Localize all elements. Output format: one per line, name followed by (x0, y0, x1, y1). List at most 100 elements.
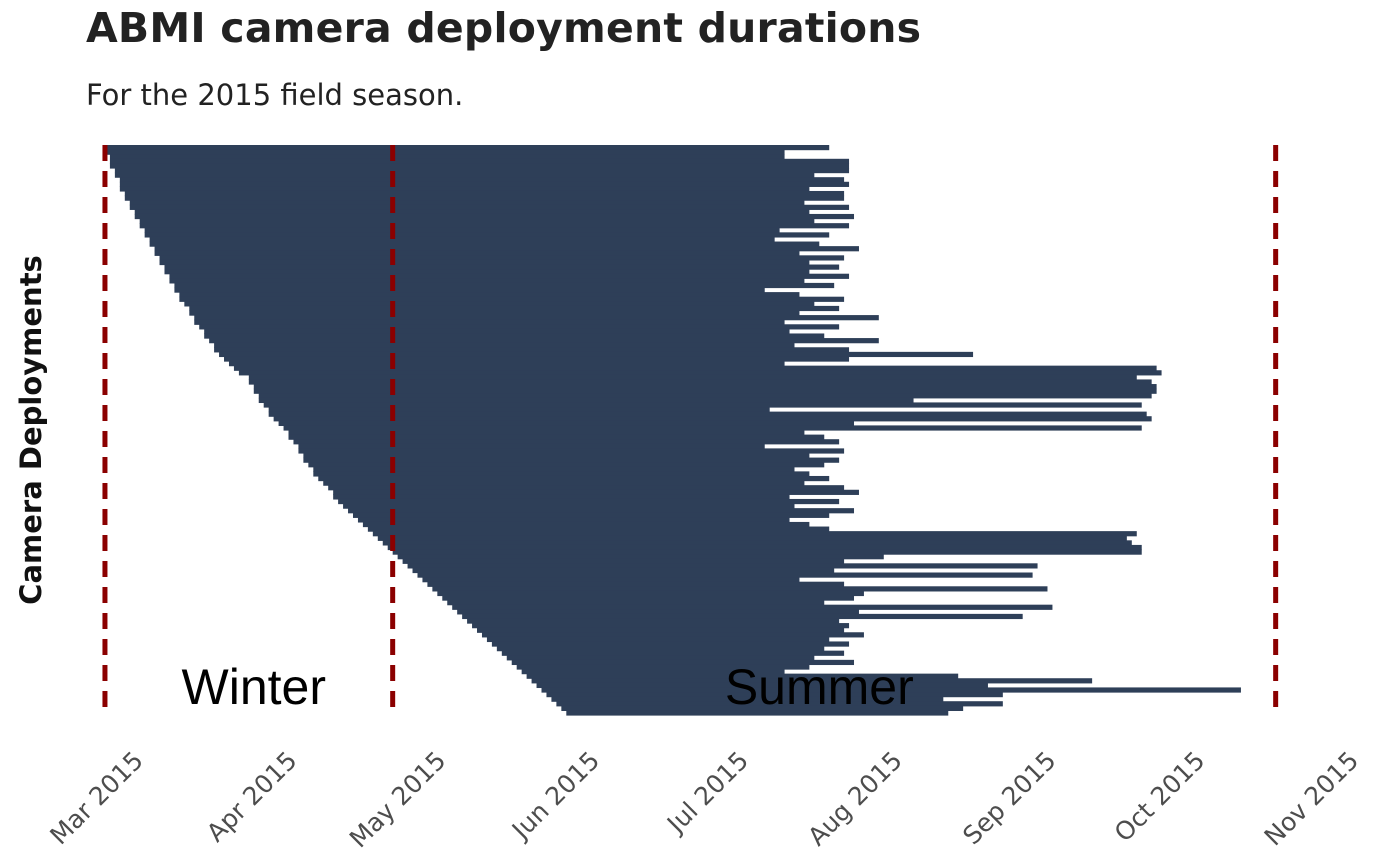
deployment-bar (164, 269, 810, 275)
deployment-bar (139, 223, 850, 229)
deployment-bar (551, 696, 944, 702)
deployment-bar (159, 255, 845, 261)
deployment-bar (219, 351, 974, 358)
deployment-bar (194, 315, 879, 321)
deployment-bar (303, 457, 840, 463)
annotation-label: Winter (182, 659, 326, 715)
chart-title: ABMI camera deployment durations (86, 4, 922, 52)
deployment-bar (134, 209, 810, 215)
annotation-label: Summer (725, 659, 914, 715)
deployment-bar (169, 278, 805, 284)
deployment-bar (526, 673, 959, 679)
deployment-bar (372, 531, 1137, 537)
deployment-bar (179, 296, 845, 302)
deployment-bar (214, 347, 850, 353)
deployment-bar (199, 324, 840, 330)
deployment-bar (427, 581, 845, 587)
deployment-bar (164, 264, 840, 270)
deployment-bar (248, 374, 1137, 381)
x-tick-label: Nov 2015 (1259, 746, 1365, 852)
deployment-bar (129, 200, 805, 206)
deployment-bar (531, 678, 1093, 684)
deployment-bar (541, 687, 1241, 693)
deployment-bar (422, 577, 800, 583)
deployment-bar (189, 305, 840, 312)
deployment-bar (412, 567, 835, 574)
deployment-bar (184, 301, 815, 307)
x-tick-label: Oct 2015 (1109, 746, 1211, 848)
deployment-bar (134, 213, 855, 220)
deployment-bar (109, 158, 850, 164)
deployment-bar (154, 250, 800, 256)
deployment-bar (357, 517, 790, 523)
deployment-bar (288, 430, 805, 436)
deployment-bar (268, 411, 1147, 417)
deployment-bar (323, 480, 805, 486)
deployment-bar (179, 292, 800, 298)
deployment-bar (194, 319, 785, 325)
deployment-bar (109, 163, 850, 169)
deployment-bar (124, 195, 845, 201)
deployment-bar (566, 710, 949, 716)
deployment-bar (248, 379, 1152, 385)
deployment-bar (228, 361, 785, 367)
annotations-group: Winter Summer (182, 659, 914, 715)
chart-subtitle: For the 2015 field season. (86, 78, 464, 112)
deployment-bar (352, 512, 830, 518)
deployment-bar (263, 402, 1142, 408)
deployment-bar (561, 705, 964, 712)
deployment-bar (154, 246, 859, 252)
deployment-bar (149, 236, 775, 243)
deployment-bar (486, 636, 830, 643)
deployment-bar (104, 149, 785, 155)
x-tick-label: Sep 2015 (957, 746, 1061, 850)
x-tick-label: Jul 2015 (660, 746, 754, 840)
deployment-bar (119, 177, 845, 183)
deployment-bar (238, 370, 1162, 376)
deployment-bar (209, 338, 879, 344)
deployment-bar (204, 333, 825, 339)
deployment-bar (109, 154, 785, 160)
deployment-bar (377, 535, 1127, 541)
deployment-bar (328, 485, 845, 491)
x-ticks-group: Mar 2015 Apr 2015 May 2015 Jun 2015 Jul 2015… (44, 746, 1364, 854)
deployment-bar (253, 388, 1157, 394)
deployment-bar (298, 448, 845, 454)
deployment-bar (124, 190, 845, 197)
deployment-bar (149, 241, 820, 247)
y-axis-label: Camera Deployments (14, 255, 48, 605)
reference-lines-group (102, 145, 1279, 715)
deployment-bar (521, 669, 785, 675)
deployment-bar (338, 498, 840, 505)
deployment-bar (313, 471, 810, 477)
deployment-bar (119, 186, 810, 192)
deployment-bar (308, 462, 825, 468)
deployment-bar (556, 701, 1003, 707)
x-tick-label: Aug 2015 (802, 746, 908, 852)
deployment-bar (283, 425, 1142, 431)
deployment-bar (303, 452, 810, 459)
deployment-bar (104, 145, 830, 151)
deployment-bar (114, 167, 850, 174)
deployment-bar (114, 172, 815, 178)
x-tick-label: May 2015 (344, 746, 452, 854)
deployment-bar (348, 508, 855, 514)
deployment-bar (174, 282, 835, 289)
deployment-bar (313, 466, 795, 472)
deployment-bar (343, 503, 795, 509)
x-tick-label: Mar 2015 (44, 746, 148, 850)
deployment-bar (119, 181, 850, 187)
deployment-bar (169, 273, 850, 279)
deployment-bar (318, 475, 830, 482)
deployment-bar (407, 563, 1038, 569)
deployment-bar (144, 227, 780, 233)
deployment-bar (253, 384, 1157, 390)
deployment-bar (477, 627, 845, 633)
deployment-bar (501, 650, 845, 656)
deployment-bar (452, 604, 1053, 610)
deployment-bar (233, 365, 1157, 371)
deployment-bar (516, 664, 810, 670)
deployment-bar (496, 646, 825, 652)
x-tick-label: Apr 2015 (201, 746, 303, 848)
